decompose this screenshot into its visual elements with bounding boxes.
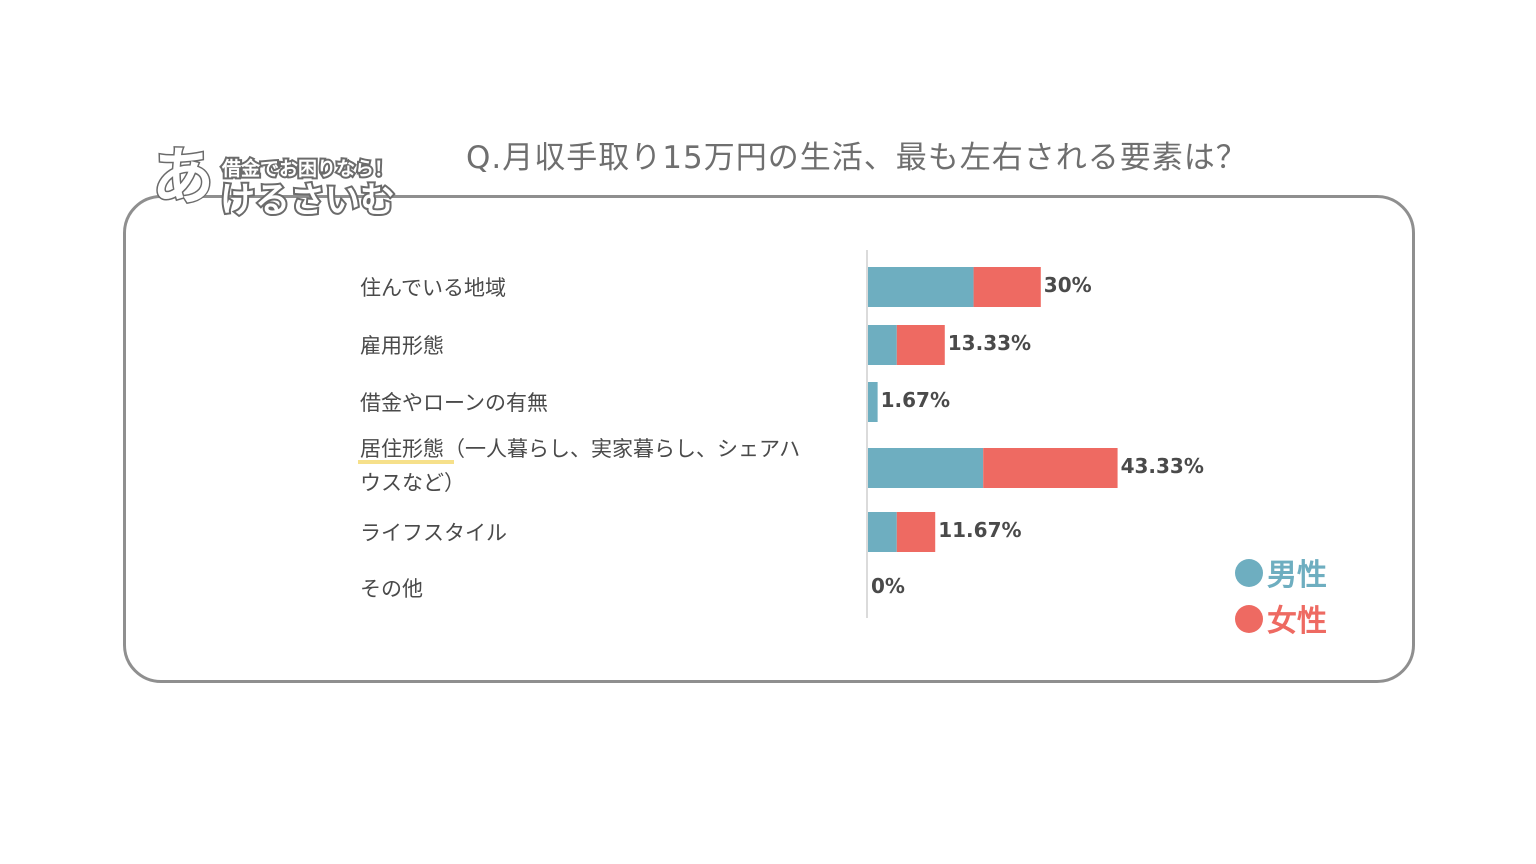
bar-segment-female — [973, 267, 1041, 307]
bar-segment-male — [868, 512, 897, 552]
logo-tagline: 借金でお困りなら！ — [220, 158, 395, 181]
label-highlight — [358, 460, 454, 464]
category-label: 借金やローンの有無 — [360, 391, 548, 415]
chart-panel — [123, 195, 1415, 683]
bar-segment-female — [896, 512, 936, 552]
bar-segment-male — [868, 325, 897, 365]
category-label: ライフスタイル — [360, 521, 507, 545]
category-label: 住んでいる地域 — [360, 276, 506, 300]
category-label: その他 — [360, 577, 423, 601]
category-label: 居住形態（一人暮らし、実家暮らし、シェアハ — [360, 437, 800, 461]
bar-value-label: 1.67% — [881, 388, 950, 412]
bar-value-label: 0% — [871, 574, 905, 598]
bar-segment-male — [868, 448, 984, 488]
legend-label: 男性 — [1267, 558, 1327, 593]
category-label: 雇用形態 — [360, 334, 444, 358]
bar-value-label: 11.67% — [938, 518, 1021, 542]
bar-segment-male — [868, 267, 974, 307]
category-label: ウスなど） — [360, 471, 465, 495]
brand-logo: あ 借金でお困りなら！ けるさいむ — [150, 144, 417, 232]
bar-segment-female — [896, 325, 945, 365]
legend-marker-icon — [1235, 605, 1263, 633]
legend-label: 女性 — [1267, 604, 1327, 639]
logo-name: けるさいむ — [218, 181, 397, 221]
bar-segment-female — [983, 448, 1118, 488]
logo-big-letter: あ — [150, 140, 215, 213]
page-title: Q.月収手取り15万円の生活、最も左右される要素は？ — [466, 140, 1248, 176]
bar-value-label: 30% — [1044, 273, 1092, 297]
bar-segment-male — [868, 382, 878, 422]
bar-value-label: 13.33% — [948, 331, 1031, 355]
legend-marker-icon — [1235, 559, 1263, 587]
bar-value-label: 43.33% — [1121, 454, 1204, 478]
